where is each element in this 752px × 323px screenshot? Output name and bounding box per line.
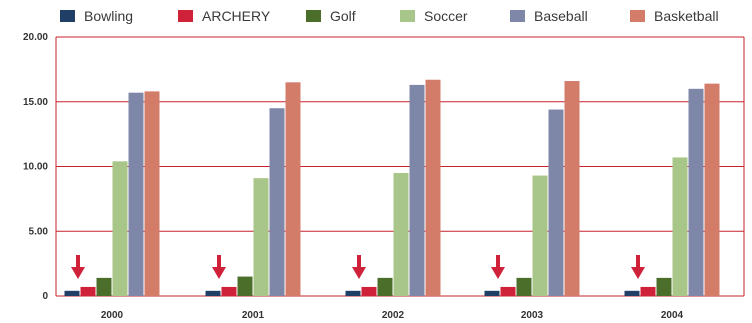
bar-bowling-2003 [484, 290, 500, 296]
bar-baseball-2003 [548, 109, 564, 297]
arrow-head [212, 267, 226, 279]
legend-item-soccer: Soccer [400, 8, 468, 24]
legend: Bowling ARCHERY Golf Soccer Baseball Basketba… [60, 8, 719, 24]
axes: 20.00 15.00 10.00 5.00 0 2000 2001 2002 2003 2004 [23, 32, 745, 321]
arrow-shaft [636, 255, 640, 269]
legend-item-bowling: Bowling [60, 8, 133, 24]
down-arrow-icon [491, 255, 505, 279]
down-arrow-icon [212, 255, 226, 279]
bar-basketball-2000 [144, 91, 160, 296]
x-tick-label: 2003 [521, 310, 544, 321]
legend-item-baseball: Baseball [510, 8, 588, 24]
bar-golf-2004 [656, 277, 672, 296]
arrow-head [491, 267, 505, 279]
bar-soccer-2004 [672, 157, 688, 296]
legend-swatch [178, 10, 193, 22]
legend-swatch [630, 10, 645, 22]
bar-basketball-2002 [425, 79, 441, 296]
down-arrow-icon [352, 255, 366, 279]
bar-golf-2002 [377, 277, 393, 296]
bar-soccer-2000 [112, 161, 128, 296]
bar-archery-2000 [80, 286, 96, 296]
bar-basketball-2001 [285, 82, 301, 296]
legend-item-basketball: Basketball [630, 8, 719, 24]
bar-bowling-2001 [205, 290, 221, 296]
arrow-shaft [76, 255, 80, 269]
bar-group-2004 [624, 83, 720, 297]
legend-swatch [60, 10, 75, 22]
legend-item-golf: Golf [306, 8, 356, 24]
arrow-shaft [217, 255, 221, 269]
bar-group-2000 [64, 91, 160, 296]
bar-group-2003 [484, 81, 580, 297]
bar-group-2001 [205, 82, 301, 296]
bar-archery-2004 [640, 286, 656, 296]
bar-archery-2001 [221, 286, 237, 296]
legend-label: Baseball [534, 8, 588, 24]
bar-bowling-2004 [624, 290, 640, 296]
x-tick-label: 2001 [242, 310, 265, 321]
legend-label: Soccer [424, 8, 468, 24]
bar-bowling-2002 [345, 290, 361, 296]
arrow-head [352, 267, 366, 279]
legend-label: Golf [330, 8, 356, 24]
y-tick-label: 0 [42, 291, 48, 302]
x-tick-label: 2000 [101, 310, 124, 321]
arrow-head [631, 267, 645, 279]
down-arrow-icon [71, 255, 85, 279]
legend-label: ARCHERY [202, 8, 271, 24]
bar-baseball-2004 [688, 88, 704, 296]
annotation-arrows [71, 255, 645, 279]
arrow-shaft [357, 255, 361, 269]
bar-golf-2000 [96, 277, 112, 296]
legend-swatch [306, 10, 321, 22]
x-tick-label: 2002 [382, 310, 405, 321]
legend-swatch [400, 10, 415, 22]
bar-baseball-2000 [128, 92, 144, 296]
bar-soccer-2002 [393, 172, 409, 296]
legend-label: Basketball [654, 8, 719, 24]
bars [64, 79, 720, 297]
y-tick-label: 5.00 [29, 226, 49, 237]
bar-bowling-2000 [64, 290, 80, 296]
arrow-shaft [496, 255, 500, 269]
y-tick-label: 10.00 [23, 162, 48, 173]
bar-archery-2002 [361, 286, 377, 296]
bar-soccer-2001 [253, 178, 269, 296]
bar-soccer-2003 [532, 175, 548, 296]
down-arrow-icon [631, 255, 645, 279]
bar-baseball-2001 [269, 108, 285, 296]
y-tick-label: 20.00 [23, 32, 48, 43]
arrow-head [71, 267, 85, 279]
legend-label: Bowling [84, 8, 133, 24]
legend-swatch [510, 10, 525, 22]
bar-group-2002 [345, 79, 441, 296]
y-tick-label: 15.00 [23, 97, 48, 108]
bar-golf-2001 [237, 276, 253, 296]
legend-item-archery: ARCHERY [178, 8, 271, 24]
bar-archery-2003 [500, 286, 516, 296]
bar-golf-2003 [516, 277, 532, 296]
bar-basketball-2004 [704, 83, 720, 297]
bar-basketball-2003 [564, 81, 580, 296]
bar-baseball-2002 [409, 84, 425, 296]
x-tick-label: 2004 [661, 310, 684, 321]
